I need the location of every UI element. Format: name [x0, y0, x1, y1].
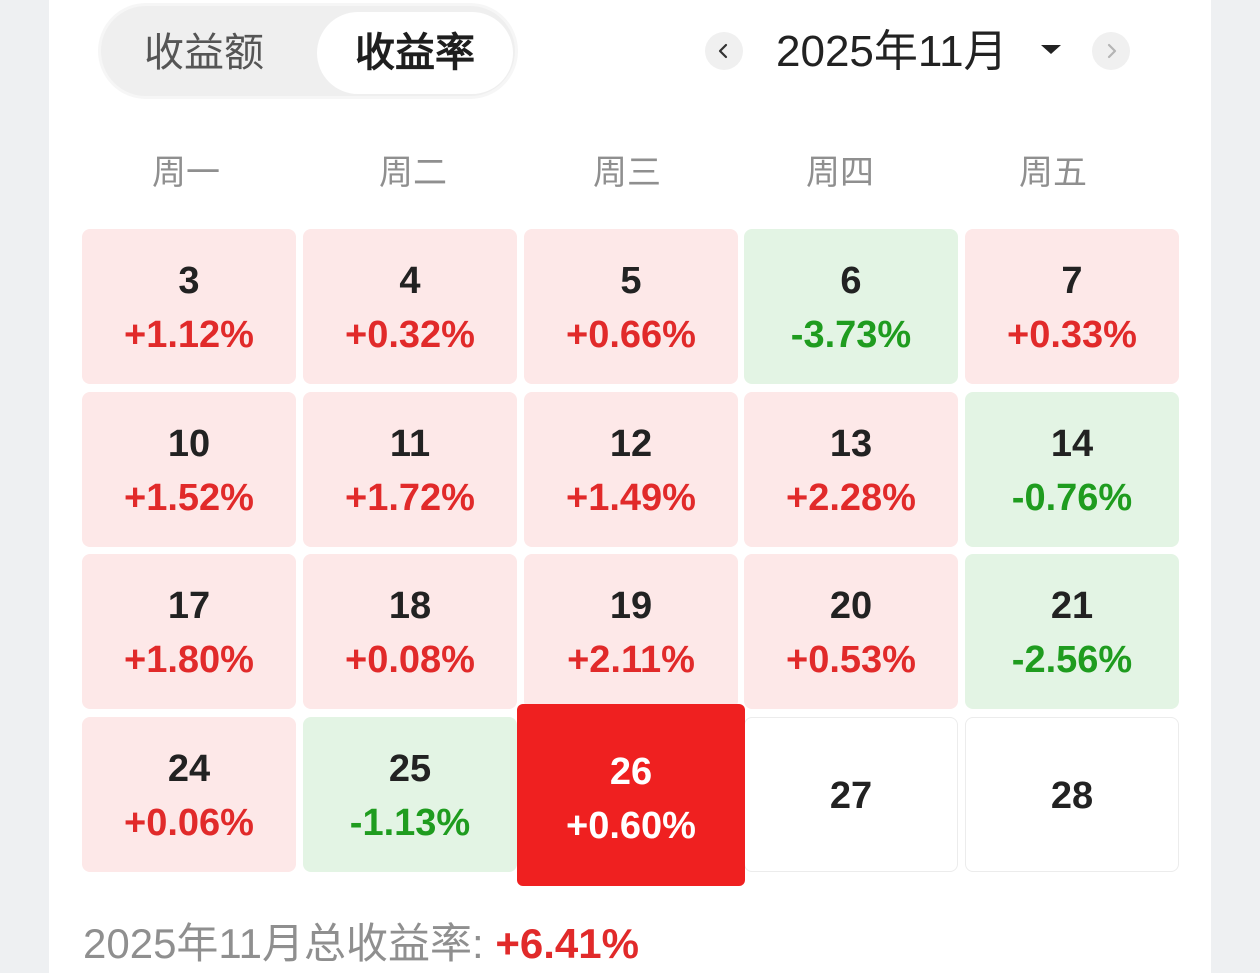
calendar-day-cell[interactable]: 12 +1.49% [524, 392, 738, 547]
caret-down-icon[interactable] [1041, 45, 1061, 54]
day-return-rate: -1.13% [349, 802, 471, 844]
next-month-button[interactable] [1092, 32, 1130, 70]
weekday-header-mon: 周一 [152, 154, 220, 192]
calendar-day-cell-selected[interactable]: 26 +0.60% [517, 704, 745, 886]
weekday-header-tue: 周二 [379, 154, 447, 192]
day-return-rate: +0.53% [786, 639, 916, 681]
calendar-day-cell[interactable]: 19 +2.11% [524, 554, 738, 709]
day-return-rate: +0.08% [345, 639, 475, 681]
calendar-day-cell[interactable]: 20 +0.53% [744, 554, 958, 709]
day-number: 10 [167, 423, 211, 465]
day-return-rate: +1.80% [124, 639, 254, 681]
month-selector[interactable]: 2025年11月 [776, 27, 1008, 76]
calendar-day-cell[interactable]: 10 +1.52% [82, 392, 296, 547]
weekday-header-wed: 周三 [593, 154, 661, 192]
calendar-day-cell[interactable]: 7 +0.33% [965, 229, 1179, 384]
day-return-rate: +0.32% [345, 314, 475, 356]
day-number: 3 [178, 260, 200, 302]
day-number: 19 [609, 585, 653, 627]
calendar-day-cell[interactable]: 28 [965, 717, 1179, 872]
monthly-total-label: 2025年11月总收益率: [83, 920, 496, 967]
chevron-right-icon [1107, 43, 1117, 59]
day-return-rate: -3.73% [790, 314, 912, 356]
chevron-left-icon [718, 43, 728, 59]
day-return-rate: -2.56% [1011, 639, 1133, 681]
calendar-day-cell[interactable]: 27 [744, 717, 958, 872]
calendar-day-cell[interactable]: 14 -0.76% [965, 392, 1179, 547]
day-return-rate: +2.28% [786, 477, 916, 519]
day-return-rate: +1.52% [124, 477, 254, 519]
weekday-header-thu: 周四 [806, 154, 874, 192]
weekday-header-fri: 周五 [1019, 154, 1087, 192]
day-number: 28 [1050, 775, 1094, 817]
calendar-day-cell[interactable]: 21 -2.56% [965, 554, 1179, 709]
day-return-rate: +1.12% [124, 314, 254, 356]
day-number: 17 [167, 585, 211, 627]
calendar-day-cell[interactable]: 5 +0.66% [524, 229, 738, 384]
day-return-rate: +0.66% [566, 314, 696, 356]
monthly-total-value: +6.41% [495, 920, 639, 967]
day-number: 5 [620, 260, 642, 302]
day-return-rate: +0.06% [124, 802, 254, 844]
day-number: 6 [840, 260, 862, 302]
metric-toggle: 收益额 收益率 [98, 3, 518, 99]
prev-month-button[interactable] [705, 32, 743, 70]
day-number: 4 [399, 260, 421, 302]
day-number: 14 [1050, 423, 1094, 465]
monthly-total-return: 2025年11月总收益率: +6.41% [83, 916, 639, 972]
day-number: 26 [609, 751, 653, 793]
day-return-rate: -0.76% [1011, 477, 1133, 519]
day-number: 25 [388, 748, 432, 790]
day-return-rate: +0.60% [566, 805, 696, 847]
day-number: 18 [388, 585, 432, 627]
day-return-rate: +1.49% [566, 477, 696, 519]
toggle-amount-option[interactable]: 收益额 [144, 31, 264, 75]
calendar-day-cell[interactable]: 25 -1.13% [303, 717, 517, 872]
day-number: 12 [609, 423, 653, 465]
calendar-day-cell[interactable]: 6 -3.73% [744, 229, 958, 384]
calendar-day-cell[interactable]: 24 +0.06% [82, 717, 296, 872]
day-number: 20 [829, 585, 873, 627]
day-return-rate: +1.72% [345, 477, 475, 519]
calendar-day-cell[interactable]: 11 +1.72% [303, 392, 517, 547]
calendar-day-cell[interactable]: 13 +2.28% [744, 392, 958, 547]
day-number: 21 [1050, 585, 1094, 627]
calendar-day-cell[interactable]: 17 +1.80% [82, 554, 296, 709]
day-number: 11 [389, 423, 431, 465]
day-number: 27 [829, 775, 873, 817]
calendar-day-cell[interactable]: 4 +0.32% [303, 229, 517, 384]
day-return-rate: +2.11% [567, 639, 695, 681]
day-number: 13 [829, 423, 873, 465]
day-number: 24 [167, 748, 211, 790]
day-return-rate: +0.33% [1007, 314, 1137, 356]
calendar-day-cell[interactable]: 3 +1.12% [82, 229, 296, 384]
day-number: 7 [1061, 260, 1083, 302]
calendar-day-cell[interactable]: 18 +0.08% [303, 554, 517, 709]
toggle-rate-option[interactable]: 收益率 [317, 12, 513, 94]
